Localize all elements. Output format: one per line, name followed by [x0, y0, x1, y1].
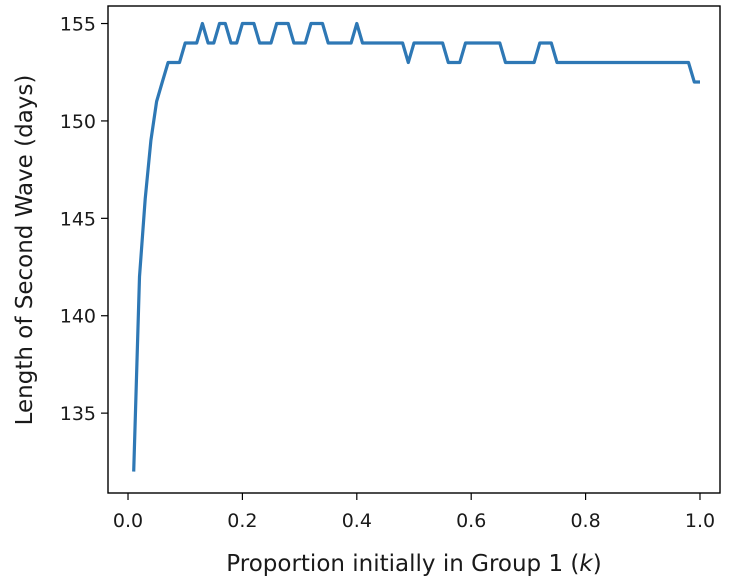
y-tick-label: 145 — [60, 208, 96, 230]
x-axis-title: Proportion initially in Group 1 (k) — [226, 551, 601, 577]
x-tick-label: 0.8 — [570, 510, 600, 532]
plot-frame — [107, 5, 721, 494]
x-tick-label: 0.4 — [342, 510, 372, 532]
x-tick-label: 0.6 — [456, 510, 486, 532]
x-tick-label: 0.0 — [113, 510, 143, 532]
y-axis-title: Length of Second Wave (days) — [12, 75, 38, 426]
x-axis-title-variable: k — [579, 551, 594, 577]
x-axis-title-prefix: Proportion initially in Group 1 ( — [226, 551, 579, 577]
series-line — [132, 21, 700, 472]
x-axis-title-suffix: ) — [593, 551, 602, 577]
y-tick-label: 150 — [60, 111, 96, 133]
y-axis: 135 140 145 150 155 — [60, 14, 108, 425]
y-tick-label: 140 — [60, 306, 96, 328]
x-tick-label: 1.0 — [685, 510, 715, 532]
y-tick-label: 155 — [60, 14, 96, 36]
x-tick-label: 0.2 — [227, 510, 257, 532]
y-tick-label: 135 — [60, 403, 96, 425]
x-axis: 0.0 0.2 0.4 0.6 0.8 1.0 — [113, 493, 715, 532]
plot-area — [107, 5, 721, 494]
